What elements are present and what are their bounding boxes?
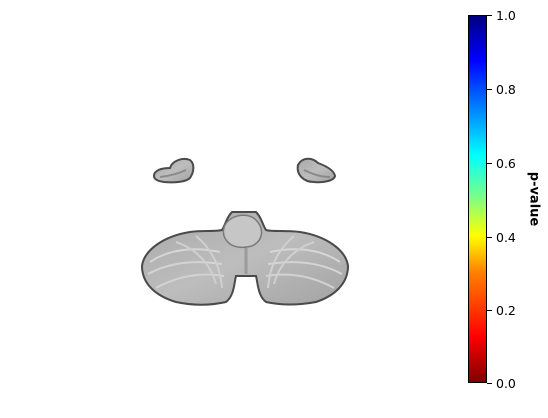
colorbar-tick-label: 0.4	[496, 230, 516, 245]
colorbar-tick-label: 0.2	[496, 303, 516, 318]
colorbar-tick-label: 0.6	[496, 156, 516, 171]
colorbar-tick	[487, 15, 492, 16]
colorbar-tick	[487, 383, 492, 384]
colorbar-tick-label: 0.8	[496, 82, 516, 97]
colorbar-label: p-value	[526, 171, 542, 227]
right-temporal-lobe	[296, 157, 337, 184]
colorbar-tick	[487, 237, 492, 238]
colorbar	[468, 15, 487, 383]
colorbar-tick-label: 1.0	[496, 8, 516, 23]
colorbar-tick	[487, 163, 492, 164]
colorbar-tick	[487, 89, 492, 90]
left-temporal-lobe	[152, 158, 195, 184]
colorbar-tick	[487, 310, 492, 311]
cerebellum	[140, 211, 350, 306]
colorbar-tick-label: 0.0	[496, 376, 516, 391]
